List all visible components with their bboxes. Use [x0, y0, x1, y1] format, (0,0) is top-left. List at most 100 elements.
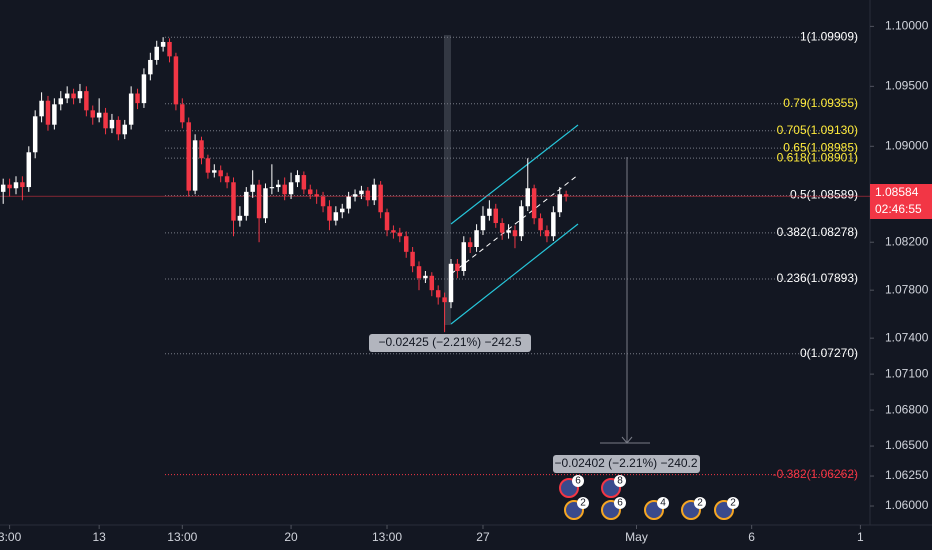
x-tick-label: 13:00 — [167, 530, 197, 544]
x-tick-label: May — [625, 530, 648, 544]
candle-body — [519, 206, 524, 237]
candle-body — [538, 218, 543, 231]
candle-body — [506, 230, 511, 233]
event-badge — [694, 497, 706, 509]
x-tick-label: 27 — [476, 530, 490, 544]
annotation: −0.02425 (−2.21%) −242.5 — [378, 335, 521, 349]
candle-body — [359, 190, 364, 195]
event-count: 2 — [730, 498, 736, 509]
candle-body — [301, 175, 307, 190]
candle-body — [128, 93, 134, 125]
event-count: 4 — [660, 498, 666, 509]
candle-body — [90, 110, 95, 118]
candle-body — [467, 242, 473, 248]
candle-body — [365, 190, 371, 201]
y-tick-label: 1.06500 — [885, 438, 929, 452]
candle-body — [295, 175, 300, 183]
fib-label: 0(1.07270) — [800, 346, 858, 360]
y-tick-label: 1.07800 — [885, 282, 929, 296]
candle-body — [269, 187, 275, 189]
candle-body — [435, 290, 441, 298]
candle-body — [474, 230, 479, 248]
candle-body — [499, 223, 505, 233]
y-tick-label: 1.08200 — [885, 234, 929, 248]
event-badge — [614, 497, 626, 509]
y-tick-label: 1.09000 — [885, 138, 929, 152]
candle-body — [218, 170, 223, 177]
countdown: 02:46:55 — [875, 202, 922, 216]
candle-body — [52, 104, 57, 125]
candle-body — [39, 100, 44, 117]
candle-body — [551, 212, 556, 237]
candle-body — [493, 208, 499, 224]
countdown-box — [870, 201, 932, 219]
event-badge — [572, 475, 584, 487]
candle-body — [77, 91, 83, 99]
candle-body — [250, 184, 255, 192]
candle-body — [384, 212, 390, 231]
candle-body — [320, 196, 326, 207]
fib-label: 0.236(1.07893) — [777, 271, 858, 285]
candle-body — [442, 297, 447, 303]
candle-body — [58, 98, 64, 105]
fib-label: 1(1.09909) — [800, 29, 858, 43]
annotation-box — [369, 334, 531, 352]
y-tick-label: 1.07400 — [885, 330, 929, 344]
candle-body — [205, 158, 211, 173]
candle-body — [160, 41, 166, 47]
candle-body — [276, 184, 281, 188]
y-tick-label: 1.06250 — [885, 468, 929, 482]
candle-body — [237, 215, 243, 221]
candle-body — [455, 263, 460, 271]
candle-body — [333, 212, 339, 221]
event-badge — [727, 497, 739, 509]
candle-body — [122, 124, 127, 135]
candle-body — [429, 275, 435, 291]
candle-body — [480, 215, 486, 231]
x-tick-label: 3:00 — [0, 530, 22, 544]
fib-label: 0.5(1.08589) — [790, 188, 858, 202]
candle-body — [231, 182, 236, 221]
candle-body — [340, 208, 345, 213]
x-tick-label: 1 — [857, 530, 864, 544]
candle-body — [212, 170, 217, 173]
candle-body — [448, 263, 454, 303]
event-badge — [577, 497, 589, 509]
candle-body — [20, 182, 25, 188]
candle-body — [13, 182, 19, 189]
candle-body — [423, 275, 428, 279]
fib-label: 0.618(1.08901) — [777, 150, 858, 164]
candle-body — [410, 251, 415, 267]
candle-body — [32, 116, 38, 153]
candle-body — [256, 184, 262, 219]
candle-body — [199, 140, 204, 159]
candle-body — [96, 112, 102, 118]
y-tick-label: 1.09500 — [885, 79, 929, 93]
event-count: 6 — [575, 476, 581, 487]
candle-body — [403, 236, 409, 252]
candle-body — [173, 56, 179, 105]
y-tick-label: 1.10000 — [885, 19, 929, 33]
candle-body — [391, 230, 396, 233]
candle-body — [512, 230, 518, 237]
candle-body — [7, 184, 12, 189]
candle-body — [64, 93, 70, 99]
x-tick-label: 13:00 — [372, 530, 402, 544]
candle-body — [141, 74, 147, 104]
candle-body — [531, 188, 537, 219]
event-count: 8 — [617, 476, 623, 487]
x-tick-label: 13 — [92, 530, 106, 544]
candle-body — [308, 189, 313, 195]
channel-line — [450, 223, 579, 325]
candle-body — [224, 176, 230, 183]
event-count: 2 — [580, 498, 586, 509]
candle-body — [371, 184, 377, 201]
candle-body — [192, 140, 198, 191]
candle-body — [282, 184, 287, 195]
candle-body — [378, 184, 383, 213]
event-badge — [657, 497, 669, 509]
y-tick-label: 1.06000 — [885, 498, 929, 512]
candle-body — [525, 188, 530, 207]
